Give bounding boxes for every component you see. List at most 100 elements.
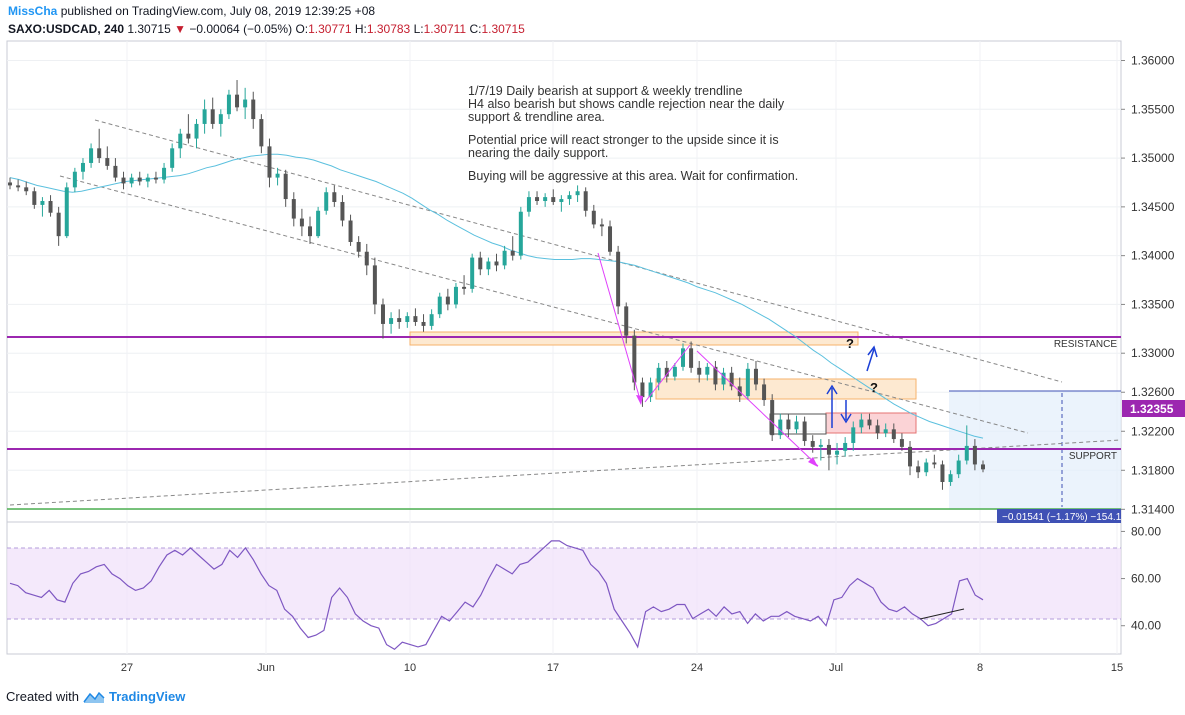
candle-body — [56, 212, 61, 237]
candle-body — [364, 251, 369, 266]
candle-body — [267, 146, 272, 178]
price-tick-label: 1.33000 — [1131, 346, 1175, 360]
candle-body — [575, 191, 580, 196]
candle-body — [324, 192, 329, 211]
candle-body — [48, 201, 53, 213]
last-price: 1.30715 — [127, 22, 171, 36]
candle-body — [510, 250, 515, 256]
candle-body — [729, 372, 734, 387]
magenta-arrowhead-2 — [808, 457, 818, 467]
blue-arrowhead-up-2 — [867, 345, 878, 358]
time-tick-label: Jul — [829, 662, 843, 674]
candle-body — [826, 444, 831, 455]
candle-body — [794, 421, 799, 430]
candle-body — [908, 446, 913, 467]
candle-body — [16, 185, 21, 188]
time-tick-label: 15 — [1111, 662, 1123, 674]
low-value: 1.30711 — [423, 22, 467, 36]
tradingview-logo-icon — [83, 691, 105, 703]
time-tick-label: 24 — [691, 662, 703, 674]
candle-body — [332, 192, 337, 202]
candle-body — [851, 427, 856, 443]
price-tick-label: 1.34500 — [1131, 200, 1175, 214]
candle-body — [178, 133, 183, 149]
candle-body — [251, 99, 256, 120]
candle-body — [591, 210, 596, 225]
candle-body — [259, 119, 264, 147]
candle-body — [891, 429, 896, 440]
candle-body — [656, 367, 661, 383]
price-axis: 1.36000 1.35500 1.35000 1.34500 1.34000 1.335… — [1121, 54, 1175, 516]
candle-body — [72, 171, 77, 188]
candle-body — [145, 177, 150, 182]
candle-body — [843, 442, 848, 451]
candle-body — [867, 419, 872, 426]
moving-average — [9, 153, 984, 439]
candle-body — [283, 173, 288, 200]
candle-body — [518, 211, 523, 256]
candle-body — [445, 296, 450, 305]
candle-body — [429, 314, 434, 326]
open-label: O: — [295, 22, 309, 36]
tradingview-brand[interactable]: TradingView — [108, 689, 186, 704]
ma-series-line — [9, 153, 984, 439]
high-value: 1.30783 — [366, 22, 411, 36]
candle-body — [672, 366, 677, 377]
candle-body — [40, 201, 45, 205]
candle-body — [745, 368, 750, 397]
price-tick-label: 1.32600 — [1131, 385, 1175, 399]
time-tick-label: 17 — [547, 662, 559, 674]
price-tick-label: 1.36000 — [1131, 54, 1175, 68]
candle-body — [835, 450, 840, 455]
blue-arrowhead-up-1 — [826, 384, 838, 395]
candle-body — [129, 177, 134, 184]
note-paragraph-2: Potential price will react stronger to t… — [468, 133, 779, 160]
candle-body — [275, 173, 280, 178]
symbol-label: SAXO:USDCAD, 240 — [8, 22, 125, 36]
question-mark-1: ? — [846, 336, 854, 351]
candle-body — [494, 261, 499, 266]
analysis-note: 1/7/19 Daily bearish at support & weekly… — [468, 85, 838, 193]
price-tick-label: 1.34000 — [1131, 249, 1175, 263]
candle-body — [486, 261, 491, 270]
candle-body — [299, 218, 304, 227]
candle-body — [502, 250, 507, 266]
magenta-arrowhead-1 — [636, 395, 643, 405]
candle-body — [80, 162, 85, 172]
high-label: H: — [354, 22, 367, 36]
price-tick-label: 1.35500 — [1131, 102, 1175, 116]
candle-body — [940, 464, 945, 482]
candle-body — [235, 94, 240, 108]
footer: Created with TradingView — [6, 689, 185, 704]
note-paragraph-3: Buying will be aggressive at this area. … — [468, 169, 799, 183]
candle-body — [462, 286, 467, 289]
candle-body — [64, 187, 69, 237]
candle-body — [413, 316, 418, 322]
candle-body — [802, 421, 807, 442]
time-tick-label: 27 — [121, 662, 133, 674]
published-text: published on TradingView.com, July 08, 2… — [60, 4, 376, 18]
current-price-text: 1.32355 — [1130, 402, 1174, 416]
rsi-series-line — [9, 540, 984, 651]
candle-body — [599, 224, 604, 227]
author-name[interactable]: MissCha — [8, 4, 58, 18]
candle-body — [380, 304, 385, 324]
candle-body — [113, 165, 118, 178]
price-change: −0.00064 (−0.05%) — [189, 22, 293, 36]
candle-body — [153, 177, 158, 180]
candle-body — [389, 318, 394, 324]
candle-body — [526, 197, 531, 212]
candle-body — [664, 367, 669, 377]
candle-body — [778, 419, 783, 436]
candle-body — [948, 474, 953, 482]
created-with-text: Created with — [6, 689, 79, 704]
resistance-label: RESISTANCE — [1054, 339, 1117, 350]
candle-body — [721, 372, 726, 385]
rsi-divergence-line — [919, 608, 965, 620]
candle-body — [291, 199, 296, 219]
candle-body — [680, 348, 685, 367]
candle-body — [97, 148, 102, 159]
candle-body — [964, 445, 969, 461]
candle-body — [786, 419, 791, 430]
